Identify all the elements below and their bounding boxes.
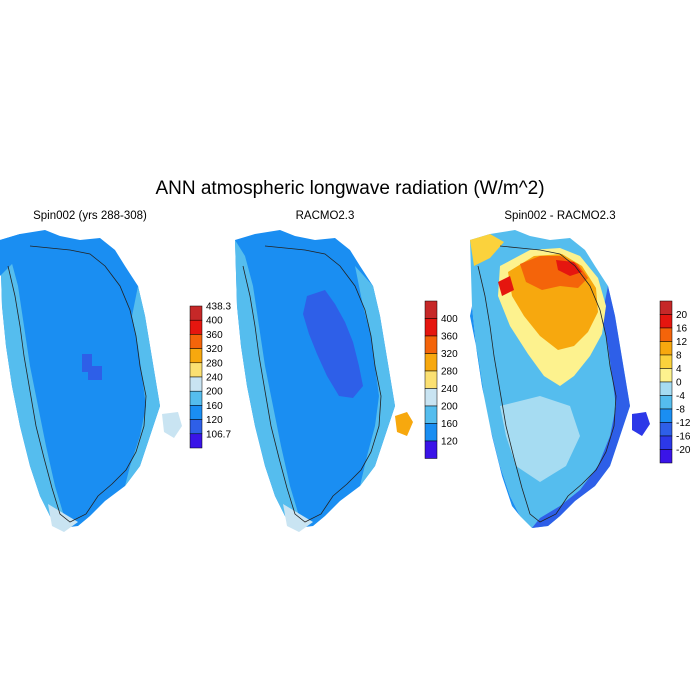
region-south-tip — [283, 504, 313, 532]
region-island — [632, 412, 650, 436]
colorbar-tick-label: 438.3 — [206, 302, 231, 313]
coastline — [7, 245, 147, 523]
colorbar-swatch — [189, 390, 203, 406]
panel-spin002: Spin002 (yrs 288-308) 438.3 400 360 320 280 2… — [0, 210, 231, 532]
colorbar-swatch — [659, 395, 673, 410]
colorbar-tick-label: 160 — [206, 401, 223, 412]
colorbar-tick-label: 240 — [441, 384, 458, 395]
region-northwest — [470, 234, 504, 266]
colorbar-swatch — [659, 354, 673, 369]
panel-title: Spin002 - RACMO2.3 — [504, 210, 616, 222]
colorbar-tick-label: 8 — [676, 351, 682, 362]
colorbar-swatch — [189, 376, 203, 392]
colorbar-tick-label: 400 — [441, 314, 458, 325]
colorbar-tick-label: 280 — [206, 358, 223, 369]
colorbar-swatch — [659, 408, 673, 423]
colorbar-swatch — [659, 314, 673, 329]
region-south-tip — [48, 504, 78, 532]
colorbar-tick-label: 360 — [441, 332, 458, 343]
region-plateau-low — [303, 290, 363, 398]
region-warm-peak — [556, 260, 582, 276]
colorbar-swatch — [424, 370, 438, 389]
region-south-light — [500, 396, 580, 482]
colorbar-tick-label: 320 — [441, 349, 458, 360]
colorbar-tick-label: -8 — [676, 405, 685, 416]
region-island — [395, 412, 413, 436]
colorbar-racmo: 400 360 320 280 240 200 160 120 — [423, 297, 473, 467]
figure-title: ANN atmospheric longwave radiation (W/m^… — [155, 178, 545, 199]
colorbar-tick-label: -16 — [676, 432, 691, 443]
colorbar-swatch — [424, 353, 438, 372]
colorbar-spin002: 438.3 400 360 320 280 240 200 160 120 106.7 — [188, 302, 238, 452]
colorbar-swatch — [424, 335, 438, 354]
colorbar-swatch — [659, 327, 673, 342]
colorbar-swatch — [424, 423, 438, 442]
colorbar-swatch — [189, 433, 203, 449]
coastline — [477, 245, 617, 523]
panel-title: Spin002 (yrs 288-308) — [33, 210, 147, 222]
colorbar-swatch — [659, 449, 673, 464]
region-coast-west — [235, 240, 299, 528]
colorbar-swatch — [659, 341, 673, 356]
colorbar-tick-label: 20 — [676, 310, 688, 321]
colorbar-swatch — [424, 405, 438, 424]
colorbar-swatch — [424, 300, 438, 319]
colorbar-swatch — [189, 305, 203, 321]
region-summit-low — [82, 354, 102, 380]
coastline — [242, 245, 382, 523]
colorbar-tick-label: -4 — [676, 391, 685, 402]
colorbar-swatch — [659, 435, 673, 450]
colorbar-tick-label: 200 — [441, 402, 458, 413]
colorbar-swatch — [659, 300, 673, 315]
colorbar-tick-label: 4 — [676, 364, 682, 375]
colorbar-difference: 20 16 12 8 4 0 -4 -8 -12 -16 -20 — [658, 297, 700, 469]
colorbar-swatch — [424, 388, 438, 407]
colorbar-tick-label: 400 — [206, 316, 223, 327]
colorbar-swatch — [189, 362, 203, 378]
panel-title: RACMO2.3 — [295, 210, 355, 222]
colorbar-swatch — [189, 348, 203, 364]
colorbar-swatch — [424, 440, 438, 459]
colorbar-tick-label: 16 — [676, 324, 688, 335]
colorbar-swatch — [189, 334, 203, 349]
colorbar-tick-label: 0 — [676, 378, 682, 389]
region-coast-west — [0, 240, 64, 528]
panel-racmo: RACMO2.3 400 360 320 280 240 200 160 120 — [235, 210, 465, 532]
colorbar-swatch — [189, 319, 203, 335]
region-northwest — [0, 234, 30, 276]
colorbar-tick-label: 106.7 — [206, 429, 231, 440]
colorbar-tick-label: 12 — [676, 337, 688, 348]
greenland-map-spin002 — [0, 230, 182, 532]
panel-difference: Spin002 - RACMO2.3 20 16 12 8 4 0 -4 -8 -12 -16 -2… — [470, 210, 700, 530]
colorbar-swatch — [659, 368, 673, 383]
colorbar-tick-label: 240 — [206, 373, 223, 384]
colorbar-swatch — [659, 381, 673, 396]
colorbar-tick-label: 200 — [206, 387, 223, 398]
colorbar-tick-label: 120 — [206, 415, 223, 426]
colorbar-tick-label: 320 — [206, 344, 223, 355]
colorbar-swatch — [659, 422, 673, 437]
colorbar-tick-label: -20 — [676, 445, 691, 456]
colorbar-swatch — [424, 318, 438, 337]
region-warm-west — [498, 276, 514, 296]
colorbar-swatch — [189, 419, 203, 435]
region-coast-east — [355, 266, 395, 486]
region-island — [162, 412, 182, 438]
colorbar-tick-label: 120 — [441, 437, 458, 448]
colorbar-tick-label: 160 — [441, 419, 458, 430]
colorbar-tick-label: -12 — [676, 418, 691, 429]
colorbar-tick-label: 360 — [206, 330, 223, 341]
greenland-map-difference — [470, 230, 650, 528]
region-coast-east — [125, 286, 160, 486]
region-rim-east — [532, 286, 630, 528]
colorbar-swatch — [189, 405, 203, 420]
colorbar-tick-label: 280 — [441, 367, 458, 378]
greenland-map-racmo — [235, 230, 413, 532]
